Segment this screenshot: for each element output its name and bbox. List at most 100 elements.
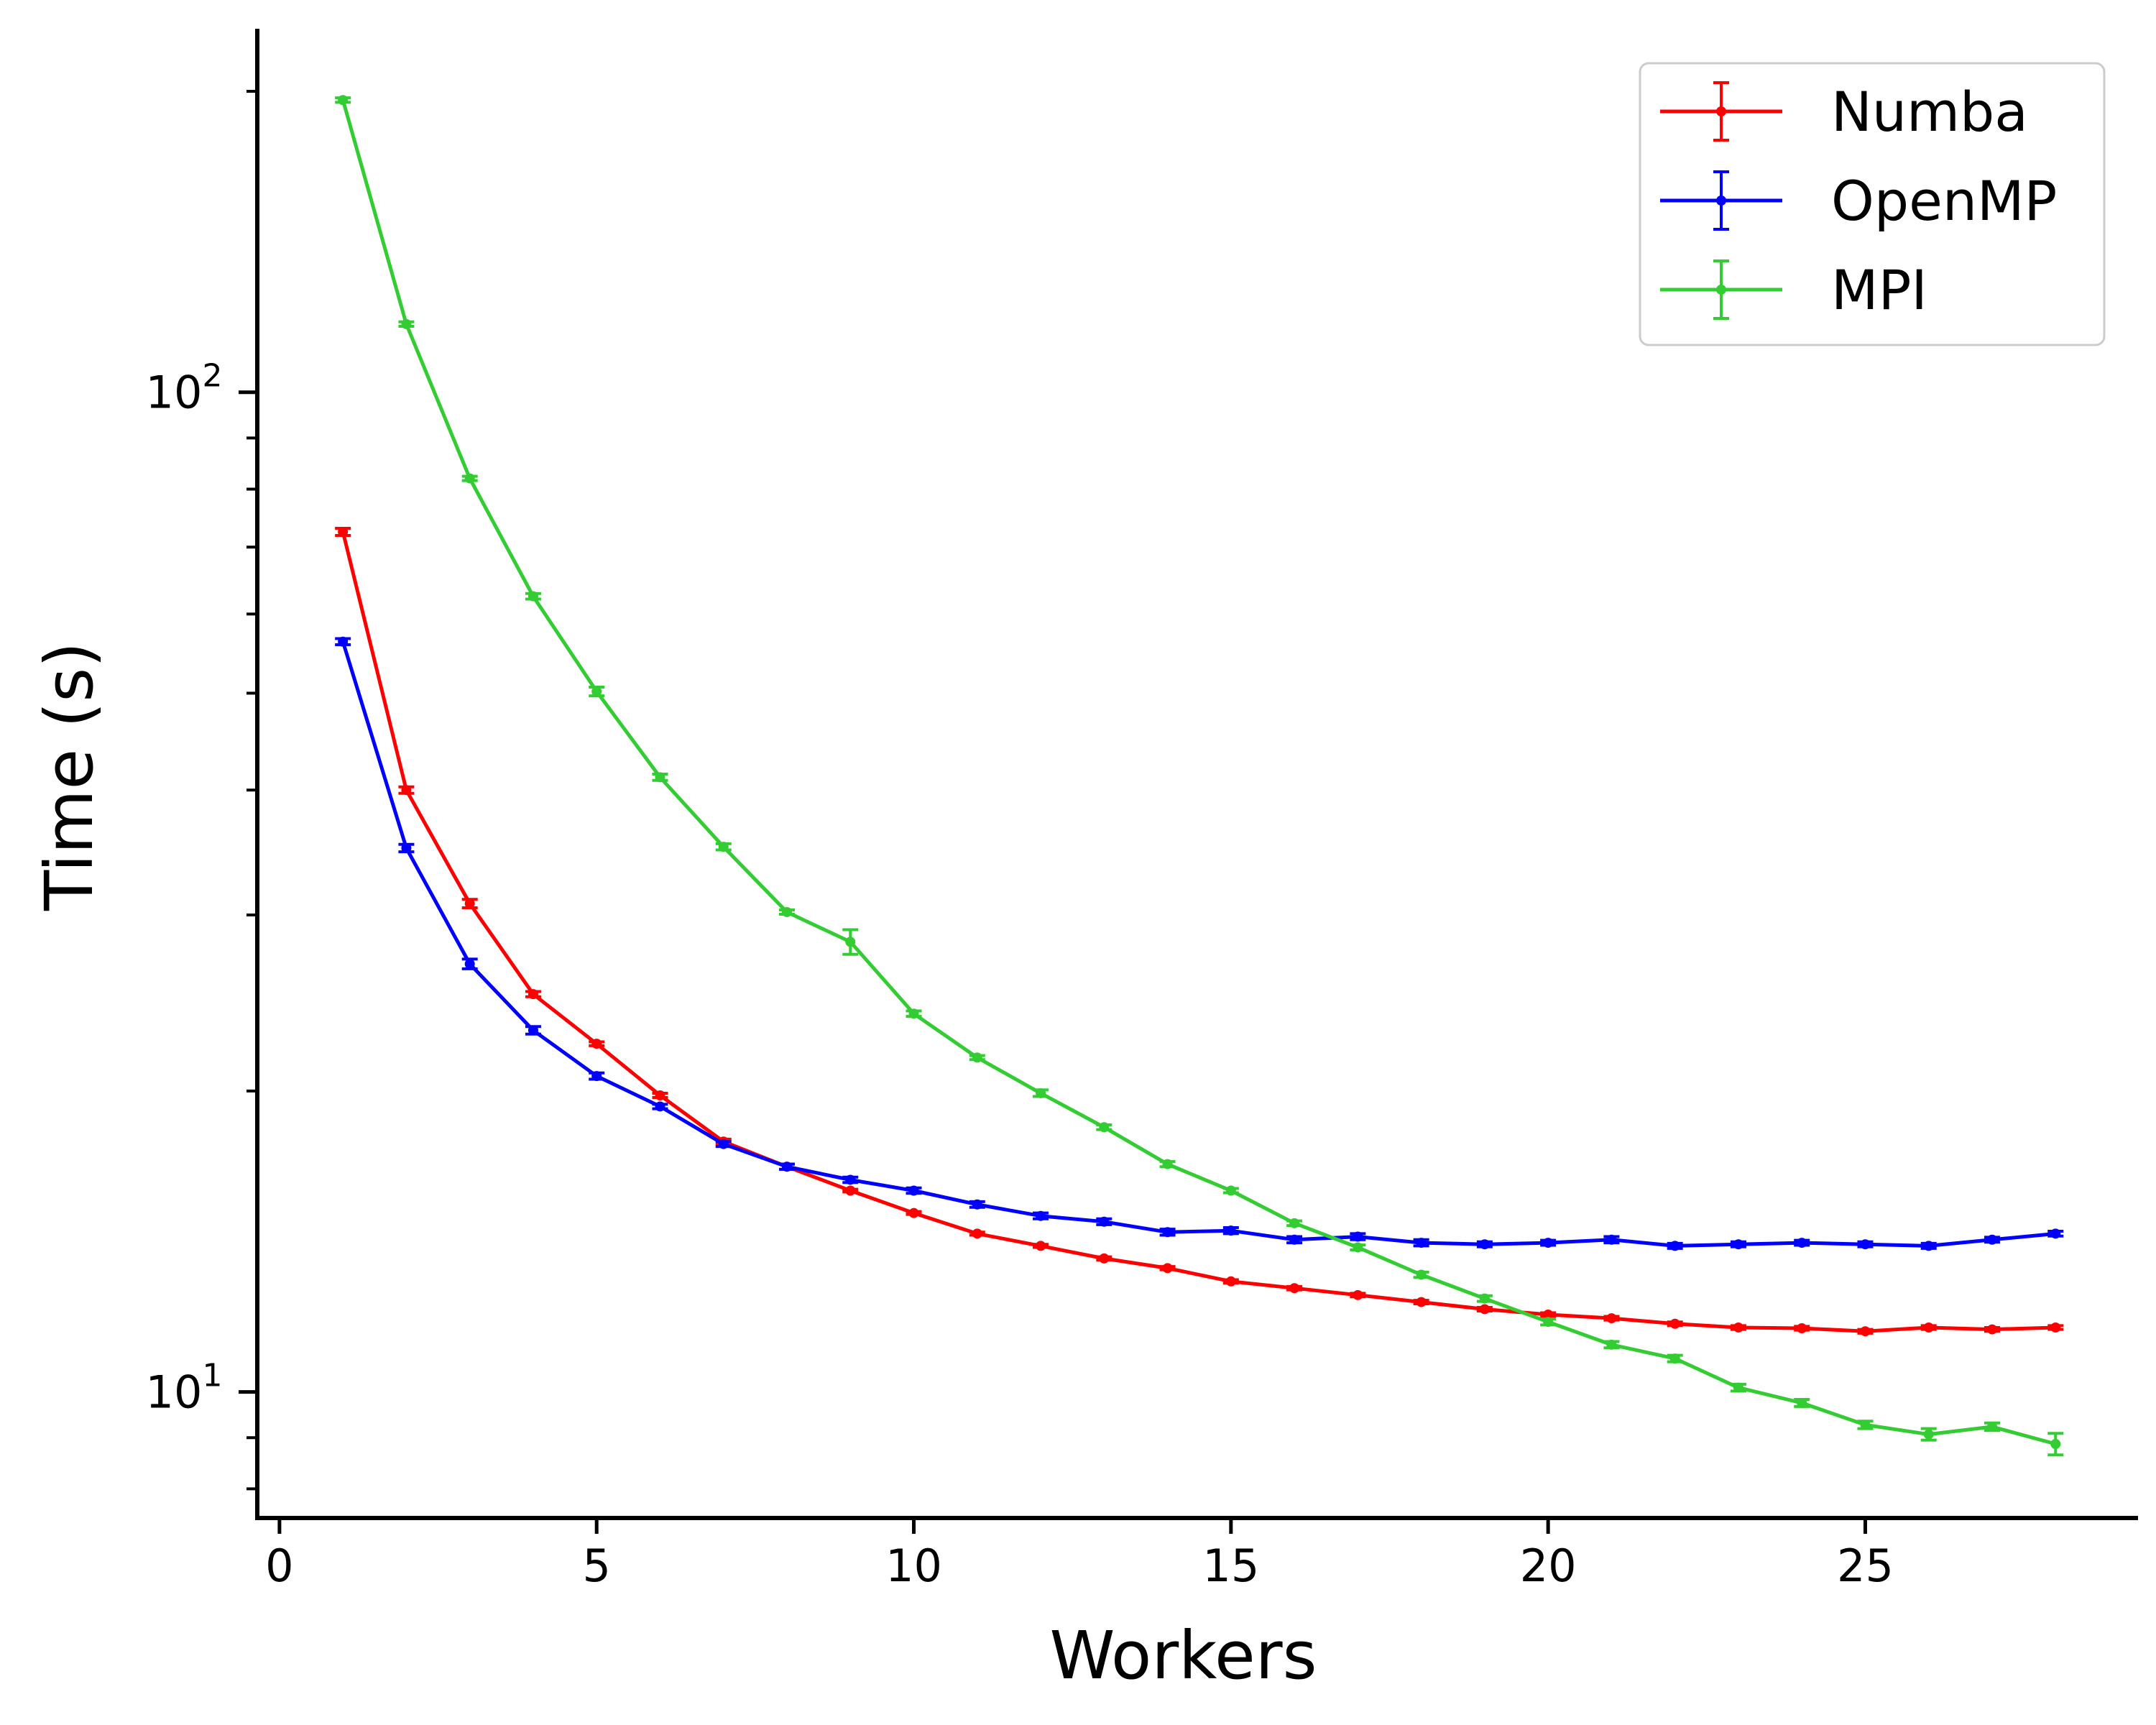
data-point (591, 1071, 602, 1082)
data-point (338, 636, 349, 647)
data-point (338, 95, 349, 106)
legend: Numba OpenMP MPI (1639, 62, 2106, 346)
y-tick-label: 101 (146, 1358, 223, 1419)
axes: 0 5 10 15 20 25 101 102 Workers Time (s) (31, 29, 2138, 1694)
data-point (1289, 1283, 1300, 1294)
data-point (1289, 1234, 1300, 1245)
data-point (718, 1138, 729, 1149)
data-point (1416, 1297, 1427, 1307)
data-point (1162, 1227, 1173, 1238)
data-point (528, 1025, 538, 1036)
data-point (781, 1162, 792, 1172)
data-point (972, 1228, 982, 1239)
data-point (401, 842, 412, 853)
data-point (464, 959, 475, 970)
data-point (1797, 1238, 1807, 1248)
data-point (591, 1039, 602, 1049)
data-point (1923, 1429, 1934, 1440)
data-point (464, 898, 475, 909)
x-tick-label: 5 (582, 1540, 610, 1592)
legend-label: OpenMP (1831, 169, 2057, 233)
data-point (1036, 1087, 1046, 1098)
data-point (1162, 1263, 1173, 1274)
data-point (1416, 1269, 1427, 1280)
x-tick-label: 10 (885, 1540, 942, 1592)
data-point (528, 989, 538, 1000)
x-tick-label: 15 (1202, 1540, 1259, 1592)
data-point (1036, 1210, 1046, 1221)
data-point (845, 1185, 856, 1196)
data-point (908, 1008, 919, 1019)
data-point (972, 1199, 982, 1210)
y-tick-label: 102 (146, 358, 223, 419)
data-point (908, 1208, 919, 1218)
data-point (1036, 1241, 1046, 1251)
data-point (464, 473, 475, 484)
data-point (972, 1052, 982, 1063)
legend-label: Numba (1831, 80, 2028, 144)
data-point (1669, 1353, 1680, 1364)
data-point (2050, 1228, 2061, 1239)
data-point (1479, 1239, 1490, 1250)
series-openmp (335, 636, 2064, 1251)
legend-entry-openmp: OpenMP (1660, 169, 2057, 233)
data-point (401, 318, 412, 329)
data-point (718, 842, 729, 852)
data-point (528, 591, 538, 602)
data-point (1225, 1185, 1236, 1196)
data-point (781, 906, 792, 917)
x-tick-label: 0 (265, 1540, 293, 1592)
data-point (1860, 1239, 1871, 1250)
data-point (1986, 1422, 1997, 1432)
data-point (1289, 1218, 1300, 1228)
data-point (1669, 1241, 1680, 1251)
data-point (1543, 1238, 1554, 1248)
data-point (1797, 1397, 1807, 1408)
data-point (1860, 1420, 1871, 1430)
data-point (908, 1185, 919, 1196)
data-point (1162, 1159, 1173, 1169)
data-point (1606, 1339, 1617, 1350)
legend-label: MPI (1831, 258, 1927, 322)
data-point (401, 785, 412, 796)
data-point (655, 772, 665, 783)
data-point (2050, 1439, 2061, 1450)
data-point (1416, 1238, 1427, 1248)
data-point (1860, 1326, 1871, 1337)
data-point (338, 526, 349, 537)
data-point (1606, 1234, 1617, 1245)
data-point (1733, 1239, 1743, 1250)
data-point (1986, 1234, 1997, 1245)
data-point (1923, 1322, 1934, 1333)
data-point (1606, 1313, 1617, 1324)
series-line (341, 641, 2056, 1248)
series-line (341, 99, 2056, 1446)
series-mpi (335, 95, 2064, 1457)
legend-marker (1716, 285, 1726, 295)
data-point (2050, 1322, 2061, 1333)
data-point (1543, 1317, 1554, 1328)
data-point (655, 1090, 665, 1100)
data-point (591, 686, 602, 697)
legend-marker (1716, 106, 1726, 116)
y-axis-title: Time (s) (31, 642, 108, 911)
data-point (1733, 1322, 1743, 1333)
data-point (1353, 1289, 1363, 1300)
data-point (1225, 1276, 1236, 1287)
data-point (1353, 1231, 1363, 1242)
data-point (1986, 1324, 1997, 1335)
data-point (1543, 1310, 1554, 1320)
legend-box (1639, 62, 2106, 346)
data-point (1099, 1216, 1110, 1227)
data-point (1479, 1293, 1490, 1304)
data-point (1797, 1323, 1807, 1334)
series-numba (335, 526, 2064, 1337)
legend-marker (1716, 196, 1726, 206)
data-point (1353, 1242, 1363, 1253)
data-point (1733, 1382, 1743, 1393)
data-point (1479, 1304, 1490, 1315)
legend-entry-mpi: MPI (1660, 258, 1927, 322)
data-point (1099, 1122, 1110, 1133)
data-point (1923, 1241, 1934, 1251)
